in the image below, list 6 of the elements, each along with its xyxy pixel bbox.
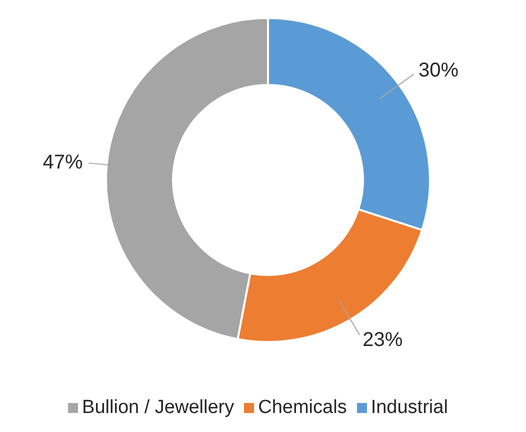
data-label: 23% <box>362 329 403 352</box>
legend-label: Industrial <box>370 397 448 418</box>
legend-label: Bullion / Jewellery <box>82 397 234 418</box>
data-label: 47% <box>42 151 84 174</box>
legend-label: Chemicals <box>258 397 347 418</box>
data-label: 30% <box>418 60 459 82</box>
